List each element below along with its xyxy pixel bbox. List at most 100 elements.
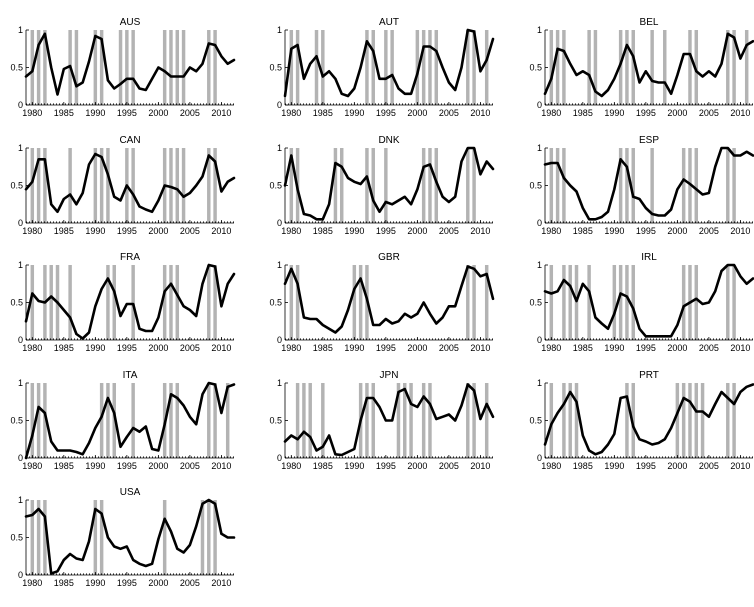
x-tick-label: 1985 <box>573 108 593 118</box>
panel-title: CAN <box>119 135 140 146</box>
recession-bar <box>321 30 325 105</box>
recession-bar <box>472 30 476 105</box>
series-line <box>543 32 754 98</box>
x-tick-label: 2000 <box>407 461 427 471</box>
y-tick-label: 1 <box>537 378 542 388</box>
y-tick-label: 0.5 <box>529 416 542 426</box>
x-tick-label: 1995 <box>376 461 396 471</box>
recession-bar <box>549 30 554 105</box>
panel-gbr: GBR 0 0.5 1 1980 1985 1990 1995 2000 2005 2010 <box>269 252 495 353</box>
x-tick-label: 1980 <box>281 461 301 471</box>
panel-prt: PRT 0 0.5 1 1980 1985 1990 1995 2000 2005 2010 <box>529 370 754 471</box>
panel-title: ITA <box>123 370 138 381</box>
x-tick-label: 2005 <box>699 461 719 471</box>
y-tick-label: 1 <box>277 378 282 388</box>
recession-bar <box>302 383 306 458</box>
recession-bar <box>93 500 98 575</box>
series-line <box>283 146 495 221</box>
x-tick-label: 1990 <box>604 343 624 353</box>
recession-bar <box>384 30 388 105</box>
y-tick-label: 0.5 <box>269 181 282 191</box>
x-tick-label: 1995 <box>636 226 656 236</box>
x-tick-label: 1990 <box>604 461 624 471</box>
recession-bar <box>466 383 470 458</box>
x-tick-label: 2010 <box>730 461 750 471</box>
x-tick-label: 1995 <box>636 108 656 118</box>
x-tick-label: 2005 <box>439 226 459 236</box>
recession-bar <box>612 265 617 340</box>
recession-bar <box>93 30 98 105</box>
recession-bar <box>562 383 566 458</box>
recession-bar <box>466 148 470 223</box>
x-tick-label: 1980 <box>22 578 42 588</box>
recession-bar <box>618 148 623 223</box>
y-tick-label: 1 <box>537 260 542 270</box>
series-line <box>543 146 754 221</box>
x-tick-label: 2010 <box>211 226 231 236</box>
x-tick-label: 2000 <box>667 343 687 353</box>
recession-bar <box>106 383 110 458</box>
x-tick-label: 2000 <box>407 343 427 353</box>
x-tick-label: 2000 <box>407 108 427 118</box>
series-line <box>543 263 754 338</box>
y-tick-label: 0 <box>277 100 282 110</box>
recession-bar <box>207 30 211 105</box>
y-tick-label: 0 <box>18 100 23 110</box>
x-tick-label: 1985 <box>573 343 593 353</box>
y-tick-label: 1 <box>277 143 282 153</box>
y-tick-label: 0.5 <box>529 63 542 73</box>
x-tick-label: 1990 <box>344 226 364 236</box>
recession-bar <box>30 383 35 458</box>
x-tick-label: 1995 <box>636 343 656 353</box>
x-tick-label: 2000 <box>148 226 168 236</box>
panel-esp: ESP 0 0.5 1 1980 1985 1990 1995 2000 2005 2010 <box>529 135 754 236</box>
recession-bar <box>681 148 686 223</box>
x-tick-label: 1985 <box>313 108 333 118</box>
recession-bar <box>289 265 294 340</box>
recession-bar <box>631 265 635 340</box>
x-tick-label: 2000 <box>148 461 168 471</box>
recession-bar <box>125 30 129 105</box>
series-line <box>24 152 236 214</box>
series-line <box>24 498 236 575</box>
recession-bar <box>358 265 363 340</box>
recession-bar <box>694 148 699 223</box>
y-tick-label: 0 <box>537 100 542 110</box>
recession-bar <box>213 30 217 105</box>
recession-bar <box>434 30 439 105</box>
recession-bar <box>732 148 736 223</box>
series-line <box>283 383 495 457</box>
panel-irl: IRL 0 0.5 1 1980 1985 1990 1995 2000 2005 2010 <box>529 252 754 353</box>
recession-bar <box>295 383 300 458</box>
x-tick-label: 1990 <box>85 461 105 471</box>
x-tick-label: 1990 <box>85 578 105 588</box>
y-tick-label: 1 <box>18 143 23 153</box>
recession-bar <box>162 500 167 575</box>
x-tick-label: 1990 <box>85 108 105 118</box>
series-line <box>24 263 236 340</box>
y-tick-label: 0 <box>537 453 542 463</box>
recession-bar <box>631 148 635 223</box>
x-tick-label: 1985 <box>313 226 333 236</box>
x-tick-label: 1985 <box>54 461 74 471</box>
recession-bar <box>562 30 566 105</box>
panel-jpn: JPN 0 0.5 1 1980 1985 1990 1995 2000 2005 2010 <box>269 370 495 471</box>
y-tick-label: 0 <box>18 570 23 580</box>
recession-bar <box>213 265 217 340</box>
recession-bar <box>207 265 211 340</box>
recession-bar <box>333 148 338 223</box>
y-tick-label: 1 <box>18 378 23 388</box>
recession-bar <box>352 265 357 340</box>
recession-bar <box>131 148 135 223</box>
x-tick-label: 2005 <box>180 461 200 471</box>
x-tick-label: 2010 <box>730 343 750 353</box>
series-line <box>283 28 495 98</box>
x-tick-label: 2005 <box>699 343 719 353</box>
recession-bar <box>175 148 180 223</box>
recession-bar <box>99 383 104 458</box>
recession-bar <box>650 148 654 223</box>
recession-bar <box>169 148 173 223</box>
recession-bar <box>295 30 300 105</box>
x-tick-label: 2005 <box>180 578 200 588</box>
y-tick-label: 0 <box>537 218 542 228</box>
